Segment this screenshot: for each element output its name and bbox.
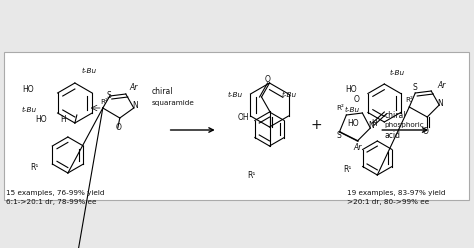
Text: squaramide: squaramide bbox=[152, 100, 195, 106]
Text: Ar: Ar bbox=[353, 143, 362, 152]
Text: HO: HO bbox=[22, 86, 34, 94]
Text: R¹: R¹ bbox=[30, 163, 38, 173]
Text: O: O bbox=[116, 124, 122, 132]
Text: R²: R² bbox=[100, 99, 108, 105]
Text: H: H bbox=[371, 119, 377, 127]
Text: 6:1->20:1 dr, 78-99% ee: 6:1->20:1 dr, 78-99% ee bbox=[6, 199, 97, 205]
Text: >20:1 dr, 80->99% ee: >20:1 dr, 80->99% ee bbox=[347, 199, 429, 205]
Text: phosphoric: phosphoric bbox=[384, 122, 424, 128]
Text: HO: HO bbox=[35, 116, 46, 124]
Text: R¹: R¹ bbox=[343, 165, 352, 175]
Text: t-Bu: t-Bu bbox=[82, 68, 97, 74]
Text: R²: R² bbox=[337, 105, 344, 111]
Text: O: O bbox=[422, 126, 428, 135]
Text: N: N bbox=[132, 101, 137, 111]
Text: O: O bbox=[353, 95, 359, 104]
Text: H: H bbox=[60, 116, 65, 124]
Text: Ar: Ar bbox=[130, 83, 138, 92]
Text: t-Bu: t-Bu bbox=[282, 92, 297, 98]
Text: S: S bbox=[107, 91, 111, 99]
Text: Ar: Ar bbox=[437, 82, 446, 91]
Text: N: N bbox=[368, 121, 374, 129]
Text: O: O bbox=[264, 75, 270, 85]
Text: chiral: chiral bbox=[152, 88, 173, 96]
Bar bbox=[4, 52, 469, 200]
Text: +: + bbox=[310, 118, 322, 132]
Text: 19 examples, 83-97% yield: 19 examples, 83-97% yield bbox=[347, 190, 446, 196]
Text: HO: HO bbox=[347, 119, 359, 127]
Text: R¹: R¹ bbox=[247, 171, 256, 180]
Text: OH: OH bbox=[237, 114, 249, 123]
Text: acid: acid bbox=[384, 130, 401, 139]
Text: t-Bu: t-Bu bbox=[345, 107, 359, 113]
Text: HO: HO bbox=[346, 86, 357, 94]
Text: S: S bbox=[412, 84, 417, 93]
Text: chiral: chiral bbox=[384, 111, 406, 120]
Text: R²: R² bbox=[405, 97, 413, 103]
Text: 15 examples, 76-99% yield: 15 examples, 76-99% yield bbox=[6, 190, 104, 196]
Text: t-Bu: t-Bu bbox=[389, 70, 404, 76]
Text: N: N bbox=[437, 98, 443, 107]
Text: t-Bu: t-Bu bbox=[22, 107, 37, 113]
Text: S: S bbox=[337, 131, 341, 141]
Text: t-Bu: t-Bu bbox=[228, 92, 243, 98]
